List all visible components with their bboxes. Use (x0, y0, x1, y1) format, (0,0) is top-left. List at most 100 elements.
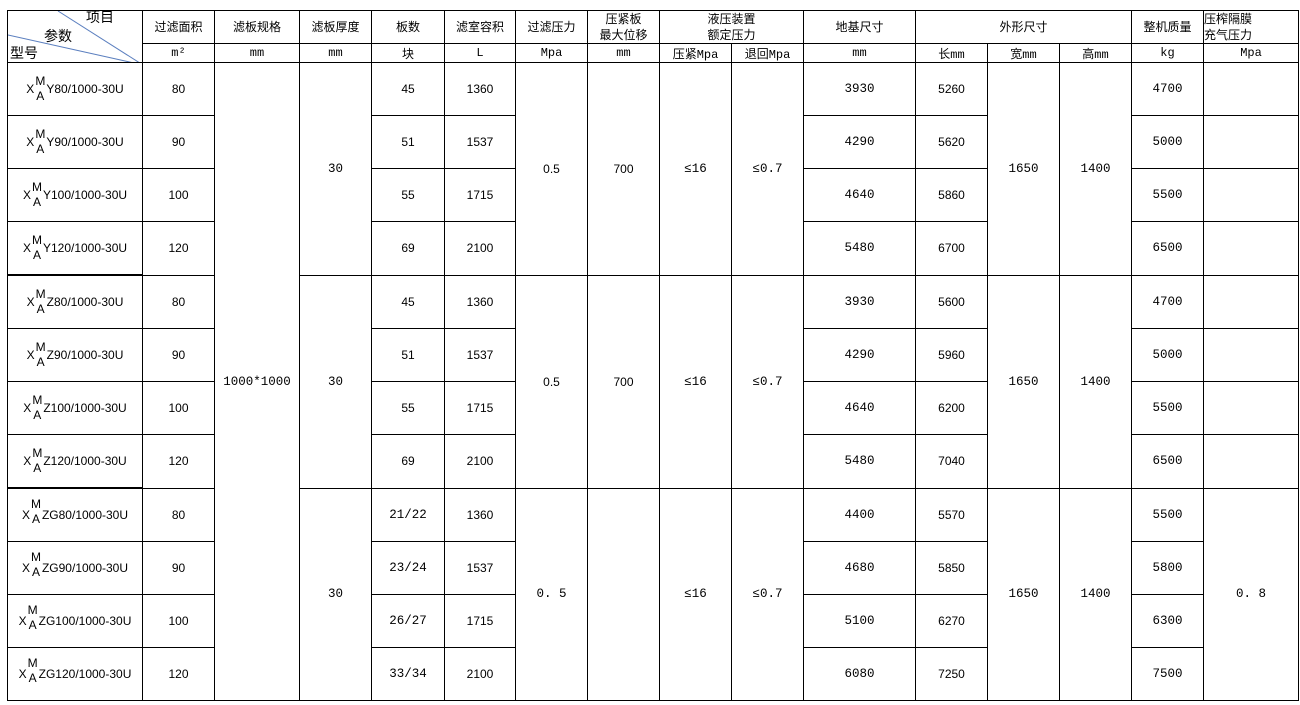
unit-row: m² mm mm 块 L Mpa mm 压紧Mpa 退回Mpa mm 长mm 宽mm 高mm kg Mpa (8, 43, 1299, 63)
model-sup: M (35, 287, 46, 301)
plate-count-cell: 51 (371, 328, 445, 382)
model-cell: X M A Y100/1000-30U (7, 168, 143, 222)
filter-pressure-cell: 0.5 (515, 274, 588, 489)
plate-thickness-cell: 30 (299, 487, 372, 701)
col-header-hydraulic-pressure: 液压装置 额定压力 (659, 10, 804, 44)
model-cell: X M A Y90/1000-30U (7, 115, 143, 169)
table-row: X M A ZG120/1000-30U 120 33/34 2100 6080 7250 750… (7, 647, 1299, 701)
plate-count-cell: 55 (371, 381, 445, 435)
col-header-chamber-volume: 滤室容积 (444, 10, 516, 44)
foundation-size-cell: 4640 (803, 168, 916, 222)
foundation-size-cell: 4680 (803, 541, 916, 595)
mass-cell: 6500 (1131, 434, 1204, 489)
filter-area-cell: 90 (142, 541, 215, 595)
mass-cell: 4700 (1131, 62, 1204, 116)
model-cell: X M A Y80/1000-30U (7, 62, 143, 116)
model-suffix: Y90/1000-30U (46, 135, 124, 149)
model-sup: M (27, 603, 38, 617)
model-suffix: Y80/1000-30U (46, 82, 124, 96)
height-cell: 1400 (1059, 62, 1132, 276)
model-cell: X M A ZG120/1000-30U (7, 647, 143, 701)
unit-cell: mm (587, 43, 660, 63)
model-prefix: X (22, 241, 31, 255)
table-row: X M A Y80/1000-30U 80 1000*1000 30 45 1360 0.5 700… (7, 62, 1299, 701)
model-prefix: X (22, 188, 31, 202)
col-header-mass: 整机质量 (1131, 10, 1204, 44)
model-sup: M (35, 340, 46, 354)
model-prefix: X (18, 614, 27, 628)
unit-cell: mm (299, 43, 372, 63)
length-cell: 6700 (915, 221, 988, 276)
plate-count-cell: 55 (371, 168, 445, 222)
model-cell: X M A Z120/1000-30U (7, 434, 143, 489)
corner-model-label: 型号 (10, 45, 38, 61)
model-sup: M (30, 497, 41, 511)
max-displacement-cell (587, 487, 660, 701)
chamber-volume-cell: 1715 (444, 594, 516, 648)
filter-pressure-cell: 0. 5 (515, 487, 588, 701)
press-pressure-cell: ≤16 (659, 62, 732, 276)
length-cell: 6200 (915, 381, 988, 435)
model-cell: X M A ZG80/1000-30U (7, 487, 143, 542)
model-sup: M (32, 446, 43, 460)
diagonal-lines (8, 11, 139, 62)
plate-count-cell: 69 (371, 434, 445, 489)
chamber-volume-cell: 2100 (444, 647, 516, 701)
model-name: X M A Y120/1000-30U (23, 233, 127, 263)
model-sub: A (32, 195, 41, 209)
model-sub: A (36, 89, 45, 103)
length-cell: 5260 (915, 62, 988, 116)
model-prefix: X (23, 401, 32, 415)
membrane-pressure-cell (1203, 381, 1299, 435)
length-cell: 5620 (915, 115, 988, 169)
spec-table: 项目 参数 型号 过滤面积 滤板规格 滤板厚度 板数 滤室容积 过滤压力 压紧板… (7, 10, 1299, 701)
unit-cell: Mpa (1203, 43, 1299, 63)
col-header-max-displacement: 压紧板 最大位移 (587, 10, 660, 44)
model-name: X M A Y90/1000-30U (26, 127, 123, 157)
table-row: X M A ZG80/1000-30U 80 30 21/22 1360 0. 5 ≤16 ≤0.7… (7, 487, 1299, 701)
filter-area-cell: 80 (142, 487, 215, 542)
model-cell: X M A Z80/1000-30U (7, 274, 143, 329)
model-sub: A (32, 248, 41, 262)
mass-cell: 5500 (1131, 487, 1204, 542)
chamber-volume-cell: 2100 (444, 434, 516, 489)
length-cell: 5860 (915, 168, 988, 222)
mass-cell: 7500 (1131, 647, 1204, 701)
model-suffix: Z120/1000-30U (43, 454, 127, 468)
press-pressure-cell: ≤16 (659, 274, 732, 489)
membrane-pressure-cell (1203, 434, 1299, 489)
table-row: X M A Z120/1000-30U 120 69 2100 5480 7040 6500 (7, 434, 1299, 489)
foundation-size-cell: 6080 (803, 647, 916, 701)
table-row: X M A Z80/1000-30U 80 30 45 1360 0.5 700 ≤16 ≤0.7 39… (7, 274, 1299, 489)
filter-area-cell: 80 (142, 62, 215, 116)
mass-cell: 6300 (1131, 594, 1204, 648)
width-cell: 1650 (987, 274, 1060, 489)
plate-count-cell: 23/24 (371, 541, 445, 595)
plate-count-cell: 21/22 (371, 487, 445, 542)
mass-cell: 5500 (1131, 168, 1204, 222)
plate-count-cell: 45 (371, 274, 445, 329)
model-prefix: X (26, 135, 35, 149)
mass-cell: 5500 (1131, 381, 1204, 435)
model-suffix: ZG100/1000-30U (38, 614, 132, 628)
model-sup: M (35, 74, 46, 88)
model-suffix: ZG80/1000-30U (41, 508, 129, 522)
filter-area-cell: 100 (142, 381, 215, 435)
table-row: X M A Z100/1000-30U 100 55 1715 4640 6200 5500 (7, 381, 1299, 435)
plate-count-cell: 51 (371, 115, 445, 169)
foundation-size-cell: 3930 (803, 62, 916, 116)
foundation-size-cell: 4400 (803, 487, 916, 542)
model-suffix: Y100/1000-30U (42, 188, 128, 202)
plate-spec-cell: 1000*1000 (214, 62, 300, 701)
model-sub: A (36, 355, 45, 369)
unit-cell: 块 (371, 43, 445, 63)
table-row: X M A Y90/1000-30U 90 51 1537 4290 5620 5000 (7, 115, 1299, 169)
table-row: X M A ZG100/1000-30U 100 26/27 1715 5100 6270 630… (7, 594, 1299, 648)
model-prefix: X (18, 667, 27, 681)
plate-thickness-cell: 30 (299, 274, 372, 489)
length-cell: 5570 (915, 487, 988, 542)
corner-param-label: 参数 (44, 28, 72, 44)
model-name: X M A Z80/1000-30U (27, 287, 124, 317)
filter-area-cell: 90 (142, 328, 215, 382)
length-cell: 7040 (915, 434, 988, 489)
